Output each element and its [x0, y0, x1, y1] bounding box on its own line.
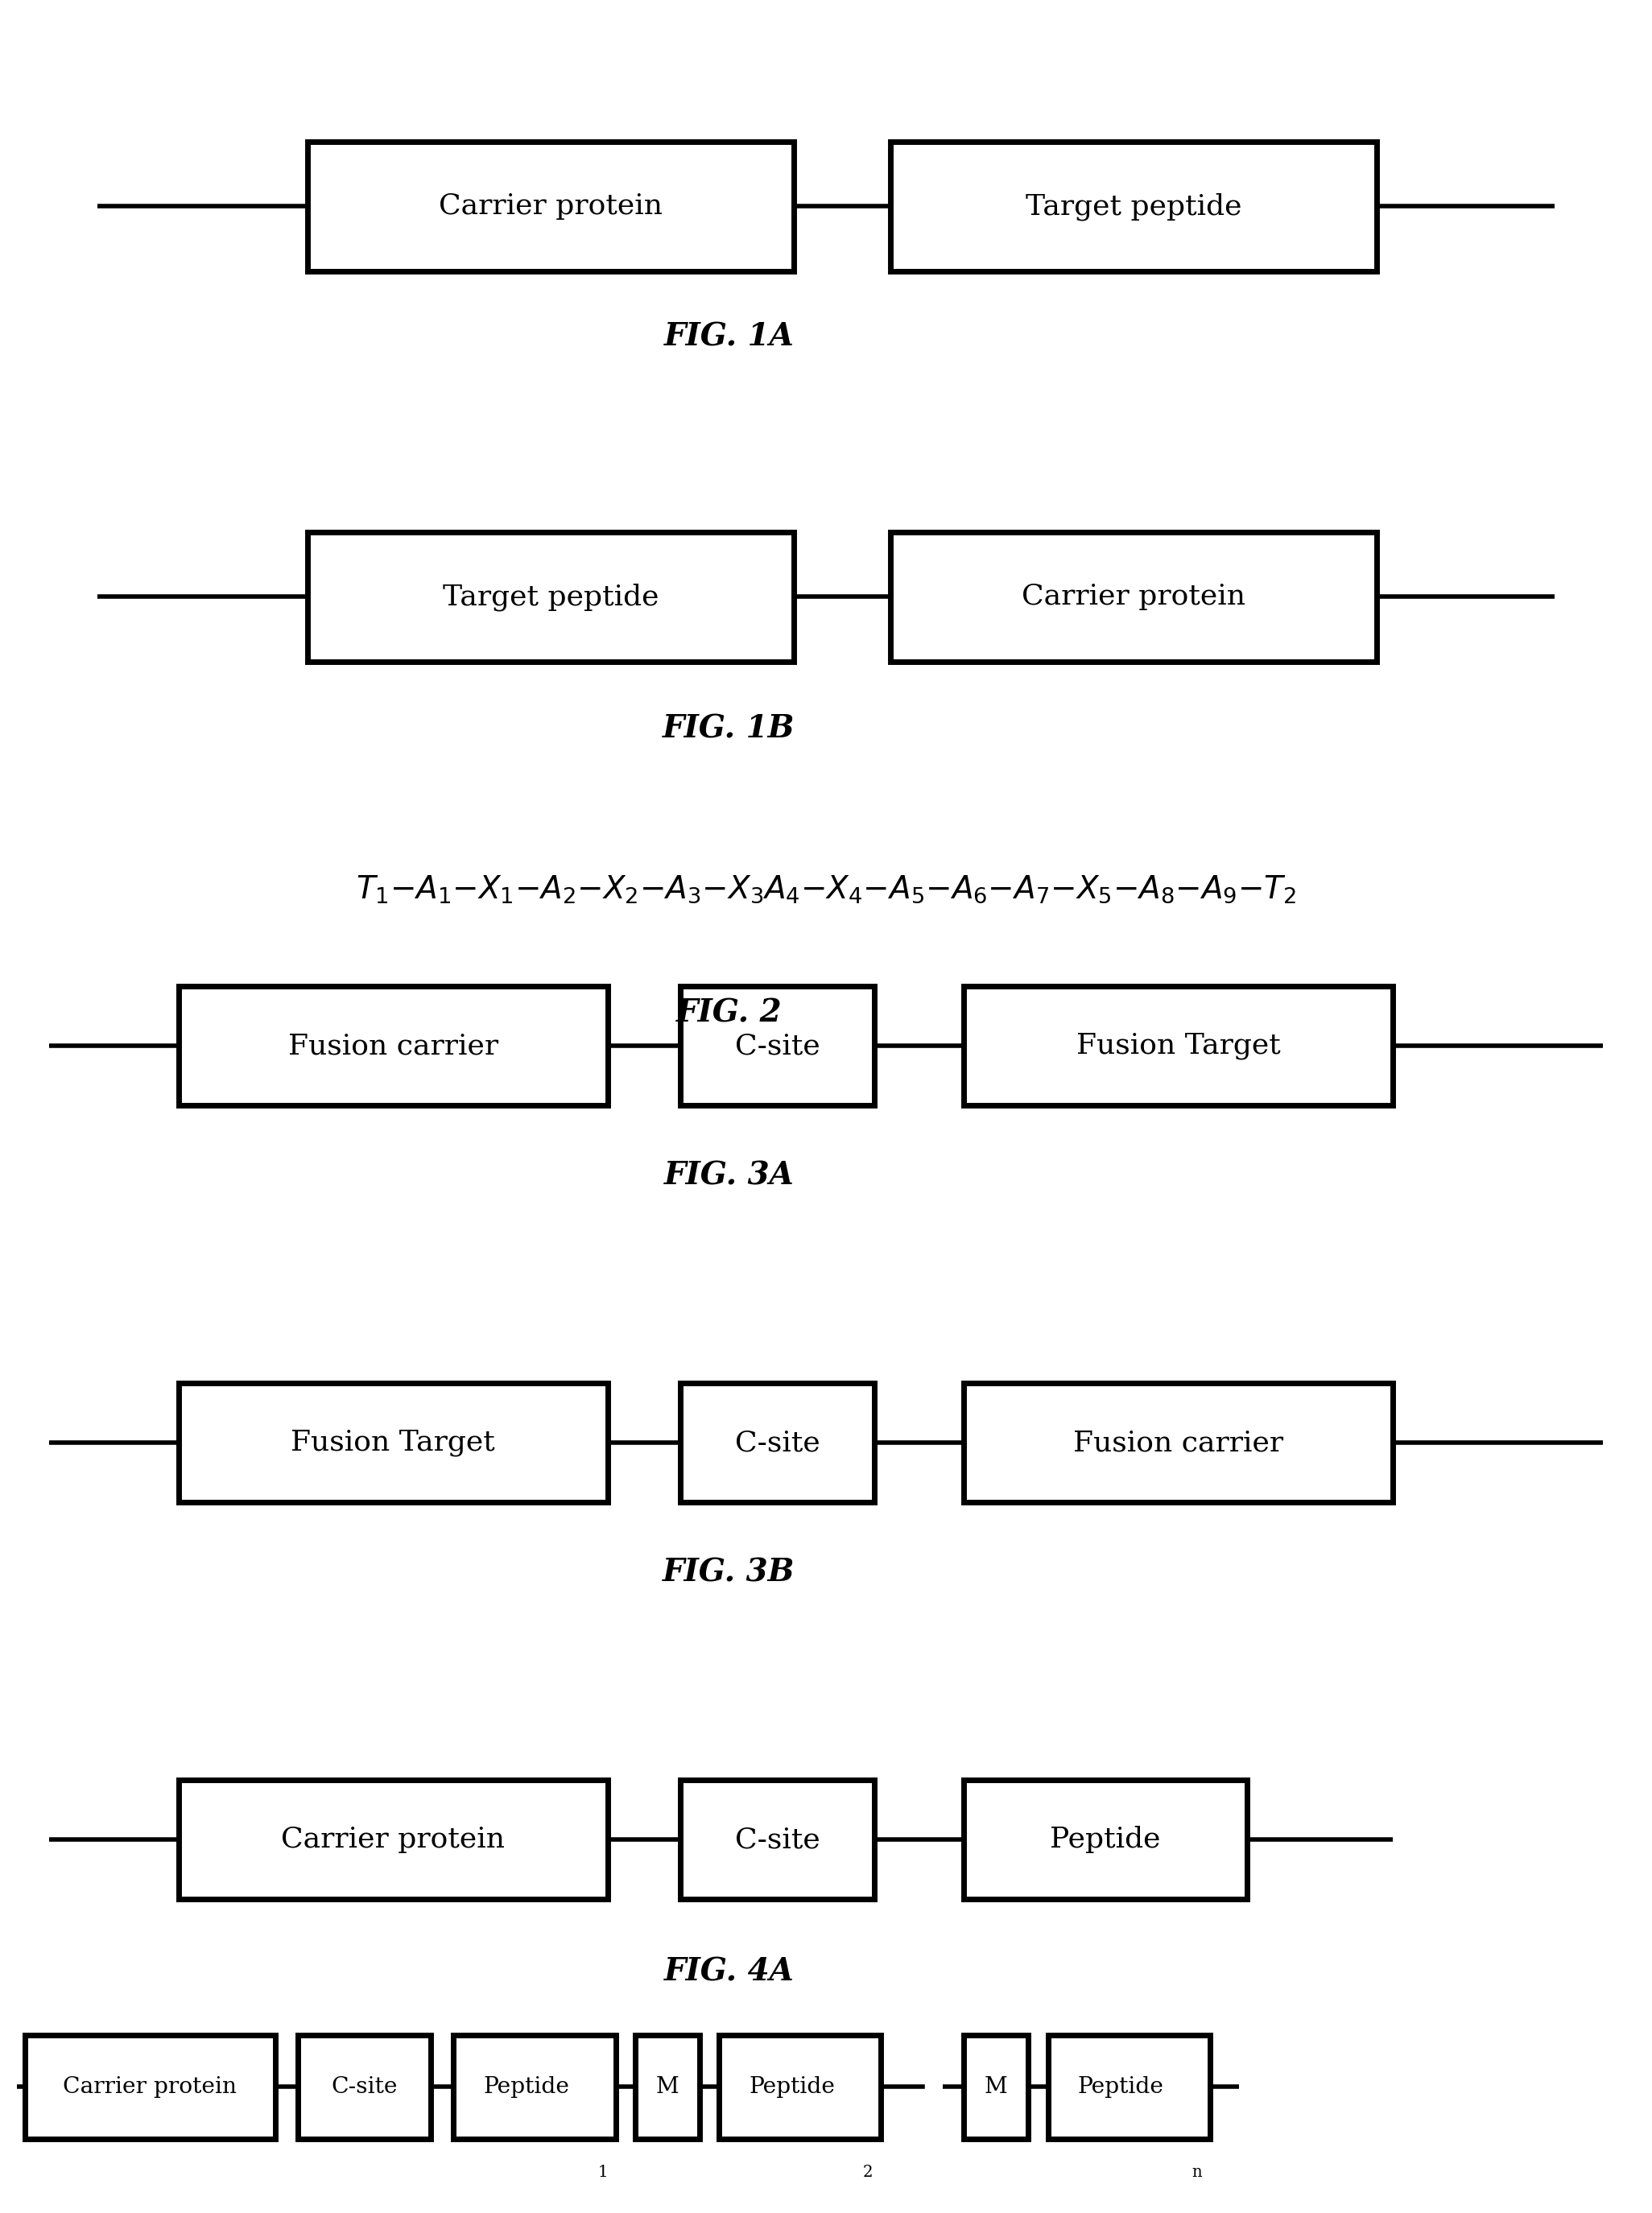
- Text: FIG. 1A: FIG. 1A: [664, 321, 795, 352]
- Bar: [25, 2034, 276, 2138]
- Text: C-site: C-site: [735, 1031, 819, 1060]
- Text: C-site: C-site: [735, 1430, 819, 1456]
- Text: FIG. 1B: FIG. 1B: [662, 715, 795, 744]
- Text: Target peptide: Target peptide: [1026, 193, 1242, 221]
- Text: Peptide: Peptide: [748, 2076, 834, 2098]
- Text: Carrier protein: Carrier protein: [439, 193, 662, 219]
- Text: 2: 2: [862, 2164, 874, 2180]
- Bar: [299, 2034, 431, 2138]
- Text: Carrier protein: Carrier protein: [1021, 584, 1246, 611]
- Bar: [681, 1779, 874, 1899]
- Bar: [890, 142, 1376, 272]
- Bar: [634, 2034, 700, 2138]
- Bar: [681, 987, 874, 1106]
- Text: Peptide: Peptide: [1051, 1826, 1161, 1852]
- Text: FIG. 3B: FIG. 3B: [662, 1558, 795, 1589]
- Bar: [178, 1779, 608, 1899]
- Text: M: M: [985, 2076, 1008, 2098]
- Text: FIG. 4A: FIG. 4A: [664, 1956, 795, 1987]
- Bar: [307, 531, 793, 662]
- Bar: [963, 2034, 1028, 2138]
- Text: C-site: C-site: [735, 1826, 819, 1852]
- Bar: [1047, 2034, 1209, 2138]
- Text: FIG. 3A: FIG. 3A: [664, 1160, 795, 1191]
- Text: M: M: [656, 2076, 679, 2098]
- Text: n: n: [1191, 2164, 1201, 2180]
- Text: Carrier protein: Carrier protein: [63, 2076, 236, 2098]
- Bar: [963, 987, 1393, 1106]
- Bar: [963, 1383, 1393, 1503]
- Text: C-site: C-site: [332, 2076, 398, 2098]
- Text: Carrier protein: Carrier protein: [281, 1826, 506, 1852]
- Text: $T_1\mathrm{-}A_1\mathrm{-}X_1\mathrm{-}A_2\mathrm{-}X_2\mathrm{-}A_3\mathrm{-}X: $T_1\mathrm{-}A_1\mathrm{-}X_1\mathrm{-}…: [355, 874, 1297, 905]
- Text: Fusion carrier: Fusion carrier: [1074, 1430, 1284, 1456]
- Text: Target peptide: Target peptide: [443, 582, 659, 611]
- Text: 1: 1: [598, 2164, 608, 2180]
- Text: Peptide: Peptide: [484, 2076, 570, 2098]
- Text: Fusion Target: Fusion Target: [291, 1430, 496, 1456]
- Text: Fusion carrier: Fusion carrier: [287, 1031, 497, 1060]
- Bar: [307, 142, 793, 272]
- Bar: [890, 531, 1376, 662]
- Bar: [454, 2034, 616, 2138]
- Bar: [963, 1779, 1247, 1899]
- Bar: [178, 1383, 608, 1503]
- Bar: [178, 987, 608, 1106]
- Text: Fusion Target: Fusion Target: [1075, 1031, 1280, 1060]
- Text: Peptide: Peptide: [1077, 2076, 1163, 2098]
- Text: FIG. 2: FIG. 2: [676, 998, 781, 1029]
- Bar: [681, 1383, 874, 1503]
- Bar: [719, 2034, 881, 2138]
